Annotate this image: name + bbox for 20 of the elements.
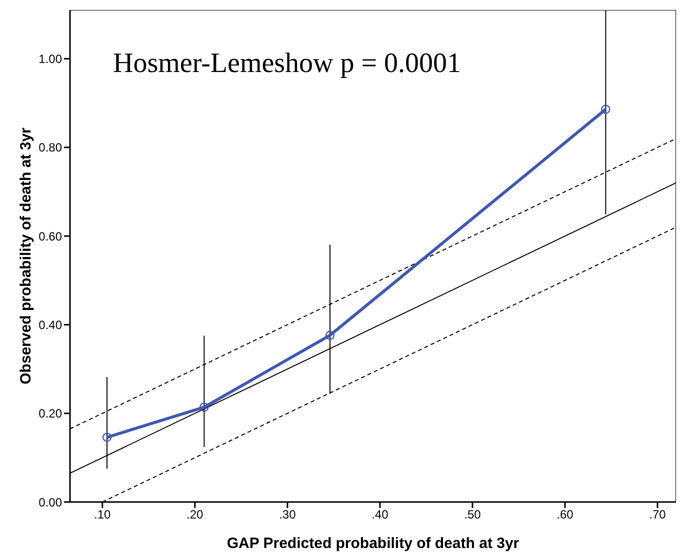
- y-tick-label: 0.20: [38, 406, 62, 421]
- point: [102, 432, 112, 442]
- y-axis-title: Observed probability of death at 3yr: [17, 127, 34, 384]
- x-tick-label: .20: [186, 508, 204, 522]
- x-tick-label: .40: [372, 508, 389, 522]
- y-tick-label: 0.40: [38, 318, 62, 332]
- y-tick-label: 1.00: [38, 52, 62, 66]
- annotation: Hosmer-Lemeshow p = 0.0001: [113, 48, 462, 80]
- point: [200, 402, 209, 412]
- x-tick-label: .30: [279, 508, 296, 522]
- point: [325, 330, 335, 340]
- y-tick-label: 0.00: [38, 495, 62, 510]
- y-tick-label: 0.60: [38, 229, 62, 244]
- x-tick-label: .70: [649, 508, 666, 522]
- x-tick-label: .50: [464, 508, 482, 522]
- x-tick-label: .10: [94, 508, 112, 522]
- y-tick-label: 0.80: [38, 140, 62, 155]
- x-tick-label: .60: [556, 508, 574, 522]
- x-axis-title: GAP Predicted probability of death at 3yr: [226, 535, 520, 552]
- point: [601, 104, 610, 114]
